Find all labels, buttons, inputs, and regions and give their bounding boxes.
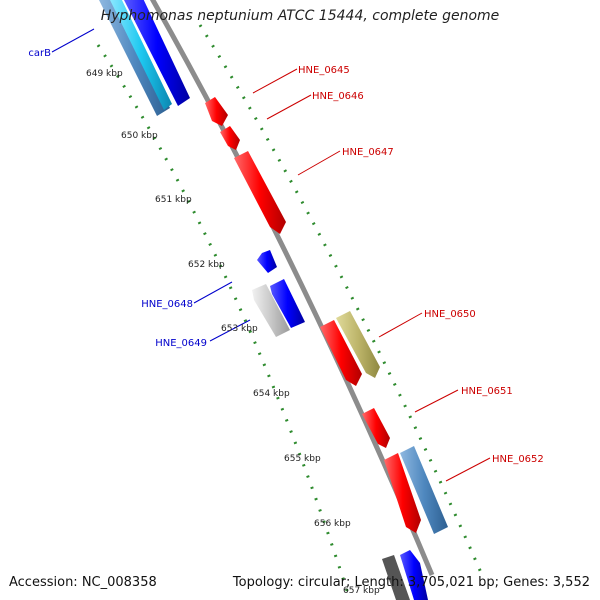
gene-label-HNE_0649[interactable]: HNE_0649	[155, 338, 207, 349]
label-leaders	[51, 28, 491, 482]
inner-tick-ring	[96, 44, 352, 600]
gene-HNE_0651[interactable]	[362, 408, 390, 448]
gene-HNE_0646[interactable]	[220, 126, 240, 150]
topology-text: Topology: circular; Length: 3,705,021 bp…	[232, 575, 590, 590]
gene-label-HNE_0646[interactable]: HNE_0646	[312, 91, 364, 102]
gene-HNE_0645[interactable]	[205, 97, 228, 126]
gene-HNE_0649-blue[interactable]	[270, 279, 305, 328]
gene-label-HNE_0647[interactable]: HNE_0647	[342, 147, 394, 158]
gene-feature[interactable]	[382, 555, 410, 600]
ruler-label: 655 kbp	[284, 454, 321, 464]
ruler-label: 649 kbp	[86, 69, 123, 79]
gene-label-carB[interactable]: carB	[28, 48, 51, 59]
gene-HNE_0652-steel[interactable]	[400, 446, 448, 534]
gene-carB-block[interactable]	[99, 0, 190, 116]
ruler-label: 651 kbp	[155, 195, 192, 205]
accession-text: Accession: NC_008358	[9, 575, 157, 590]
gene-HNE_0650-olive[interactable]	[336, 311, 380, 378]
gene-feature[interactable]	[99, 0, 170, 116]
gene-HNE_0648[interactable]	[257, 250, 277, 273]
ruler-label: 652 kbp	[188, 260, 225, 270]
gene-label-HNE_0648[interactable]: HNE_0648	[141, 299, 193, 310]
genome-backbone	[149, 0, 435, 576]
gene-feature[interactable]	[124, 0, 190, 106]
gene-label-HNE_0651[interactable]: HNE_0651	[461, 386, 513, 397]
ruler-label: 654 kbp	[253, 389, 290, 399]
ruler-labels: 649 kbp 650 kbp 651 kbp 652 kbp 653 kbp …	[86, 69, 380, 596]
map-title-overlay: Hyphomonas neptunium ATCC 15444, complet…	[100, 8, 500, 24]
ruler-label: 653 kbp	[221, 324, 258, 334]
gene-HNE_0649-gray[interactable]	[252, 284, 290, 337]
gene-feature[interactable]	[400, 550, 428, 600]
gene-HNE_0652-red[interactable]	[384, 453, 421, 533]
gene-label-HNE_0645[interactable]: HNE_0645	[298, 65, 350, 76]
gene-HNE_0650-red[interactable]	[320, 320, 362, 386]
gene-feature[interactable]	[110, 0, 172, 110]
gene-lower-block[interactable]	[382, 550, 428, 600]
ruler-label: 657 kbp	[343, 586, 380, 596]
gene-label-HNE_0650[interactable]: HNE_0650	[424, 309, 476, 320]
ruler-label: 656 kbp	[314, 519, 351, 529]
ruler-label: 650 kbp	[121, 131, 158, 141]
gene-labels: carB HNE_0645 HNE_0646 HNE_0647 HNE_0648…	[28, 48, 543, 465]
gene-label-HNE_0652[interactable]: HNE_0652	[492, 454, 544, 465]
gene-HNE_0647[interactable]	[234, 151, 286, 234]
outer-tick-ring	[198, 24, 484, 576]
